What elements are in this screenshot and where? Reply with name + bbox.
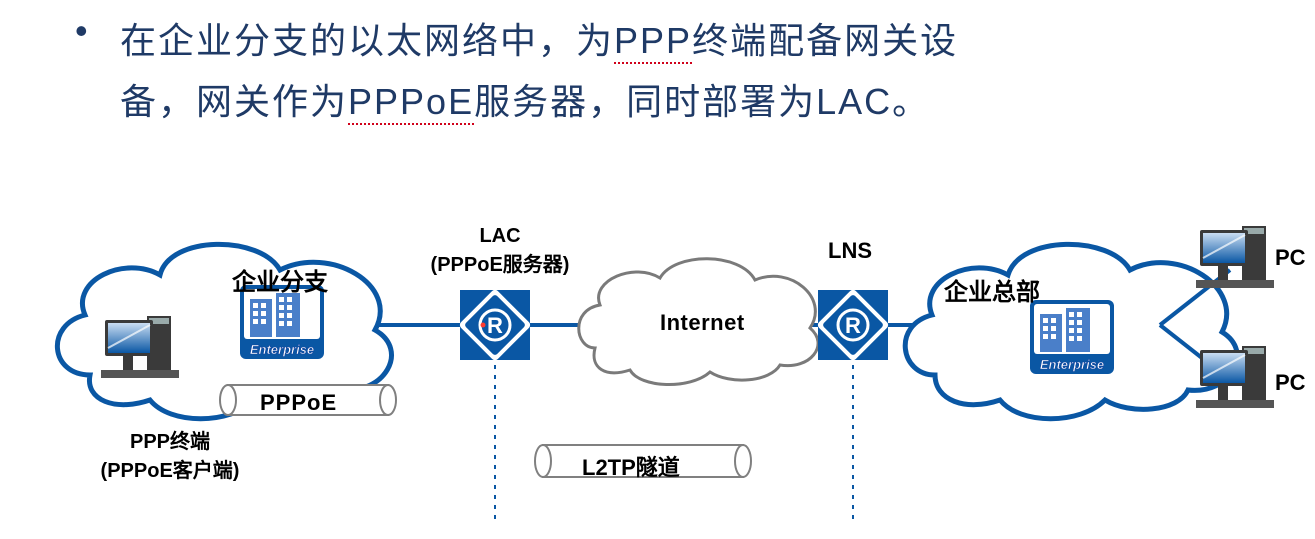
pc-label-1: PC (1275, 245, 1306, 271)
ppp-terminal-label: PPP终端 (PPPoE客户端) (65, 425, 275, 483)
bullet-line2-lac: LAC (816, 81, 892, 122)
branch-enterprise-tag: Enterprise (250, 342, 314, 357)
ppp-terminal-line1: PPP终端 (65, 425, 275, 454)
bullet-line1-ppp: PPP (614, 20, 692, 64)
bullet-paragraph: 在企业分支的以太网络中，为PPP终端配备网关设 备，网关作为PPPoE服务器，同… (120, 10, 1280, 132)
lns-router-letter: R (845, 313, 861, 338)
bullet-line2-pppoe: PPPoE (348, 81, 474, 125)
hq-enterprise-icon: Enterprise (1030, 300, 1114, 374)
lns-router-icon: R (816, 288, 890, 362)
lac-line2: (PPPoE服务器) (400, 248, 600, 277)
hq-cloud-label: 企业总部 (944, 272, 1040, 307)
lac-line1: LAC (400, 225, 600, 248)
lac-router-letter: R (487, 313, 503, 338)
l2tp-tube-label: L2TP隧道 (582, 450, 680, 482)
bullet-line1-pre: 在企业分支的以太网络中，为 (120, 20, 614, 61)
bullet-dot: • (75, 10, 88, 52)
lac-label: LAC (PPPoE服务器) (400, 225, 600, 277)
bullet-line1-post: 终端配备网关设 (692, 20, 958, 61)
pc-label-2: PC (1275, 370, 1306, 396)
hq-pc2-icon (1196, 346, 1274, 408)
bullet-line2-pre: 备，网关作为 (120, 81, 348, 122)
branch-cloud-label: 企业分支 (232, 262, 328, 297)
ppp-terminal-line2: (PPPoE客户端) (65, 454, 275, 483)
bullet-line2-end: 。 (892, 81, 930, 122)
pppoe-tube-label: PPPoE (260, 390, 337, 416)
hq-enterprise-tag: Enterprise (1040, 357, 1104, 372)
internet-label: Internet (660, 310, 745, 336)
lns-label: LNS (828, 238, 872, 264)
lac-router-icon: R (458, 288, 532, 362)
bullet-line2-post: 服务器，同时部署为 (474, 81, 816, 122)
